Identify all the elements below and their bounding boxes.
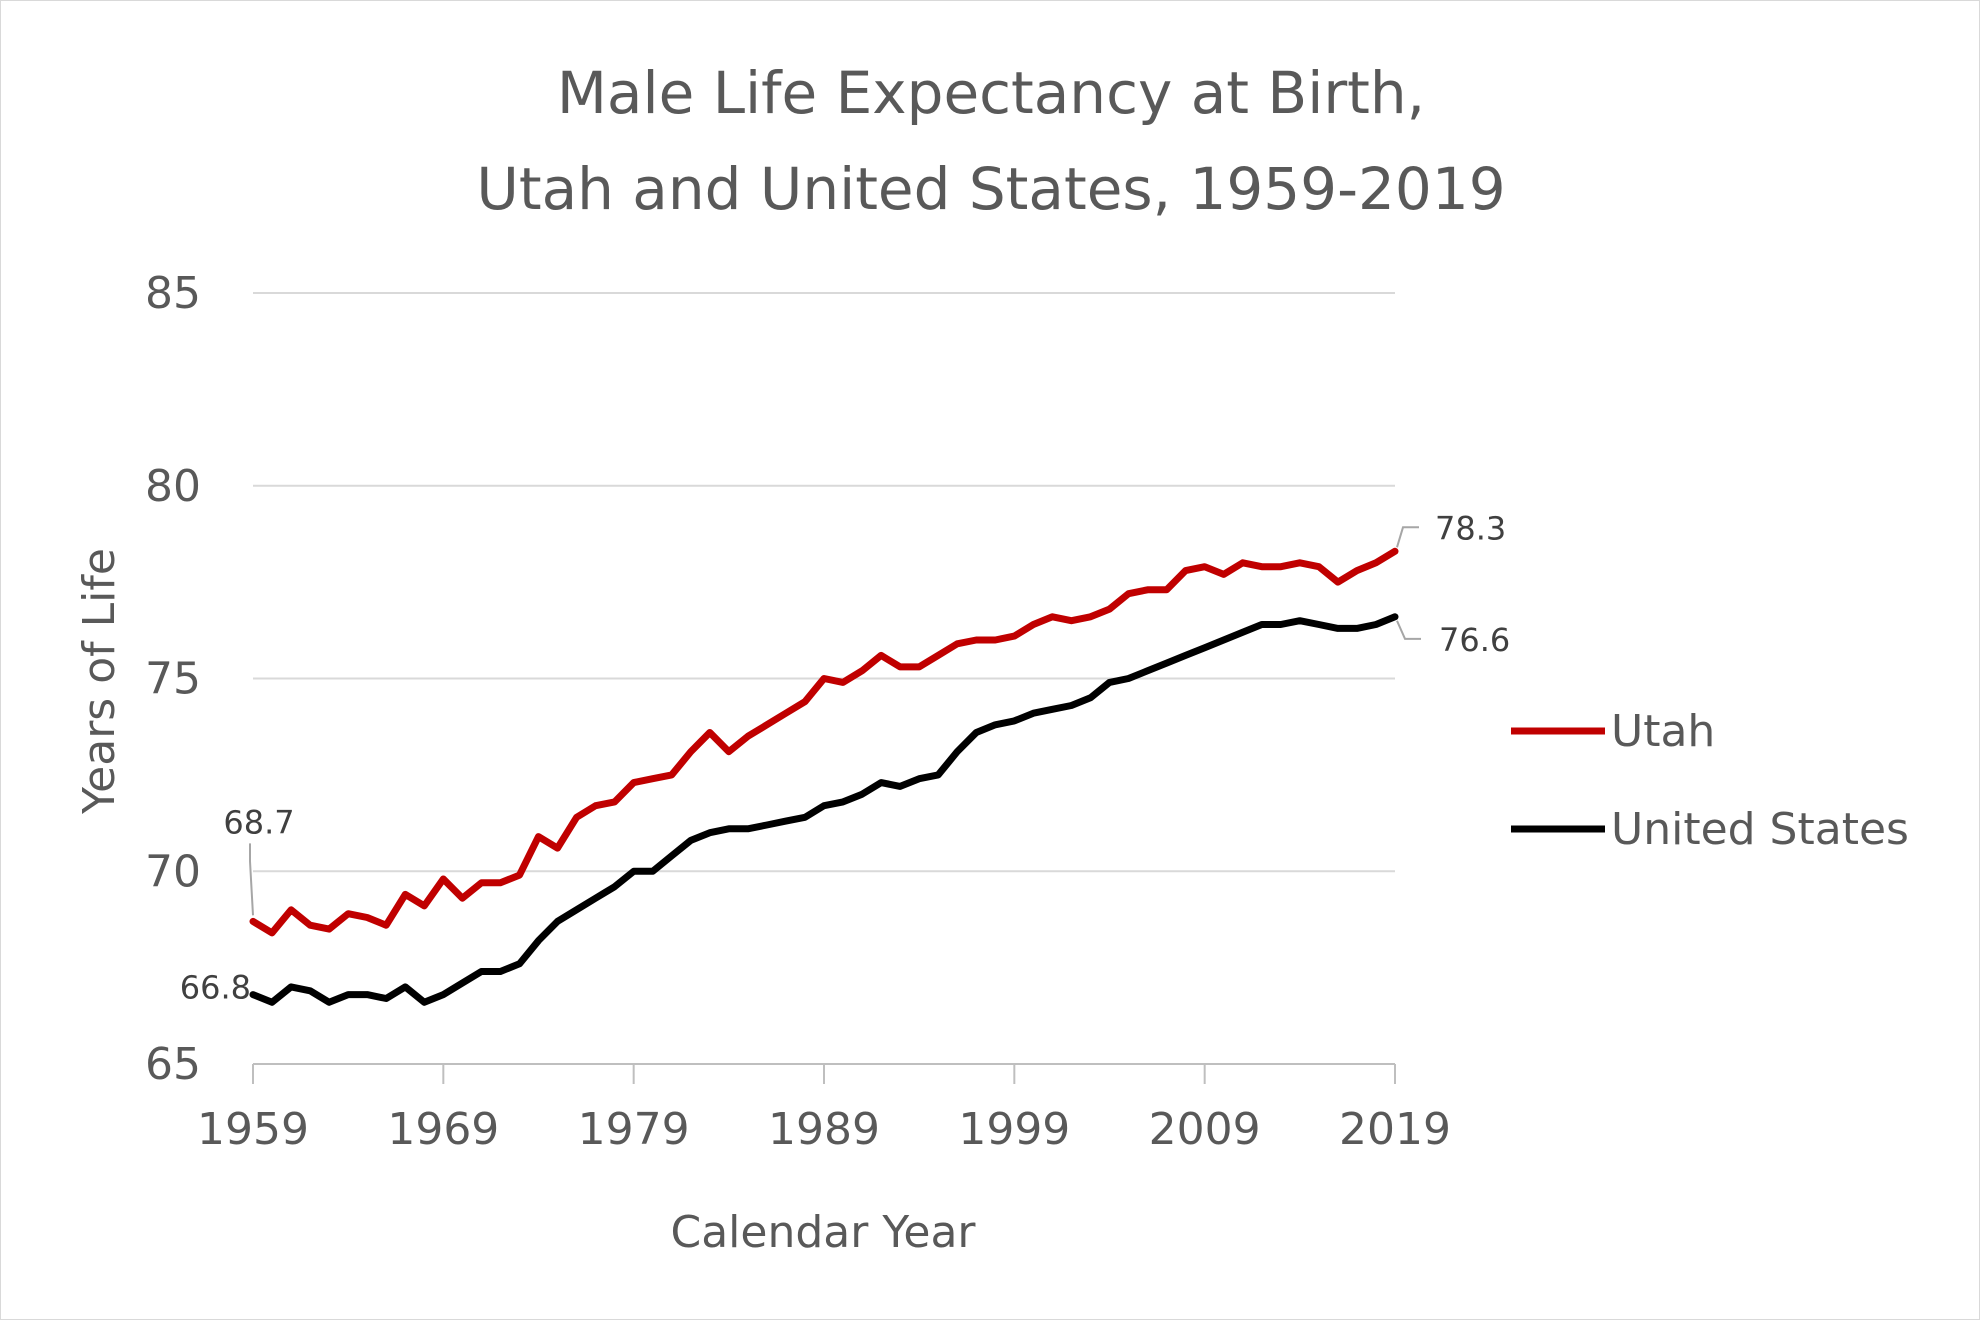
- data-label-us-1959: 66.8: [180, 969, 251, 1007]
- legend-label-united-states: United States: [1611, 804, 1909, 855]
- y-tick-label: 85: [145, 268, 201, 319]
- x-tick-label: 1969: [387, 1104, 499, 1155]
- legend-label-utah: Utah: [1611, 706, 1715, 757]
- x-tick-label: 1979: [578, 1104, 690, 1155]
- x-tick-label: 2009: [1149, 1104, 1261, 1155]
- y-tick-label: 65: [145, 1039, 201, 1090]
- chart-title-line-1: Male Life Expectancy at Birth,: [557, 59, 1425, 127]
- series-line-united-states: [249, 613, 1399, 1006]
- series-lines: [249, 547, 1399, 1006]
- y-tick-label: 70: [145, 846, 201, 897]
- x-axis-ticks: 1959 1969 1979 1989 1999 2009 2019: [197, 1064, 1451, 1155]
- data-labels: 68.7 66.8 78.3 76.6: [180, 509, 1511, 1006]
- x-tick-label: 1999: [958, 1104, 1070, 1155]
- y-axis-title: Years of Life: [74, 548, 125, 815]
- y-axis-ticks: 65 70 75 80 85: [145, 268, 201, 1090]
- leader-line-utah-last: [1396, 526, 1419, 548]
- legend: Utah United States: [1511, 706, 1909, 855]
- x-tick-label: 1959: [197, 1104, 309, 1155]
- data-label-utah-1959: 68.7: [223, 803, 294, 841]
- y-tick-label: 75: [145, 654, 201, 705]
- leader-line-us-last: [1396, 620, 1421, 640]
- x-tick-label: 1989: [768, 1104, 880, 1155]
- x-axis-title: Calendar Year: [671, 1207, 977, 1258]
- chart-title-line-2: Utah and United States, 1959-2019: [476, 155, 1505, 223]
- data-label-us-2019: 76.6: [1439, 621, 1510, 659]
- data-label-utah-2019: 78.3: [1435, 509, 1506, 547]
- y-tick-label: 80: [145, 461, 201, 512]
- series-line-utah: [249, 547, 1399, 937]
- leader-line-utah-first: [249, 843, 254, 916]
- x-tick-label: 2019: [1339, 1104, 1451, 1155]
